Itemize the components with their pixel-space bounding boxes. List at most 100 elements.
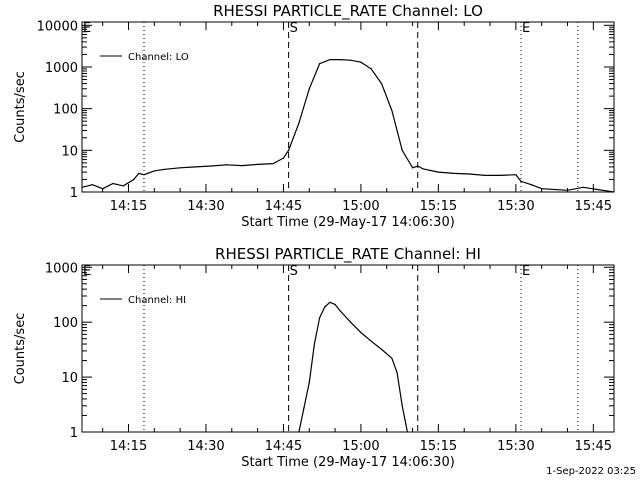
data-point [179,167,181,169]
data-point [453,172,455,174]
data-point [541,188,543,190]
data-point [520,180,522,182]
y-tick-label: 1 [70,426,78,441]
time-marker-label: E [522,264,530,279]
data-point [91,184,93,186]
data-point [360,61,362,63]
data-point [329,301,331,303]
data-point [515,174,517,176]
data-point [484,174,486,177]
x-tick-label: 14:45 [265,199,302,214]
data-point [195,166,197,168]
data-point [380,82,383,85]
data-point [411,167,414,169]
data-point [81,186,83,188]
y-tick-label: 10 [61,144,78,159]
data-point [349,59,352,61]
data-point [339,310,341,312]
data-point [308,88,310,90]
legend-label: Channel: HI [128,295,186,306]
x-tick-label: 14:30 [187,199,224,214]
data-point [329,59,331,61]
data-point [422,168,424,170]
chart-panel-2: RHESSI PARTICLE_RATE Channel: HI Start Ti… [13,245,615,470]
data-point [396,372,398,374]
data-point [226,164,228,166]
time-marker-label: E [83,21,91,36]
data-point [437,171,439,173]
x-tick-label: 15:00 [342,439,379,454]
data-point [499,174,501,177]
series-line [81,59,615,193]
data-point [417,165,419,167]
data-point [324,306,326,308]
x-tick-label: 14:15 [110,199,147,214]
time-marker-label: E [522,21,530,36]
data-point [339,59,341,61]
data-point [318,63,321,65]
y-tick-label: 10000 [37,19,78,34]
data-point [153,170,155,172]
x-tick-label: 15:30 [497,199,534,214]
data-point [282,157,285,159]
data-point [391,109,393,112]
y-axis-label: Counts/sec [13,313,28,385]
data-point [401,405,403,407]
data-point [613,191,615,193]
time-marker-label: S [290,21,298,36]
data-point [566,189,569,191]
y-tick-label: 1 [70,186,78,201]
series-line [298,301,408,433]
x-tick-label: 15:45 [575,439,612,454]
legend-label: Channel: LO [128,52,189,63]
x-tick-label: 15:15 [420,199,457,214]
data-point [241,165,243,167]
x-axis-label: Start Time (29-May-17 14:06:30) [241,215,455,230]
x-tick-label: 15:30 [497,439,534,454]
data-point [468,173,470,175]
y-tick-label: 1000 [45,261,78,276]
data-point [102,188,104,190]
data-point [133,178,135,181]
x-tick-label: 14:15 [110,439,147,454]
data-point [380,348,383,350]
chart-title: RHESSI PARTICLE_RATE Channel: HI [215,245,481,264]
plot-frame [81,21,615,193]
data-point [406,431,408,433]
data-point [370,340,372,342]
data-point [138,172,140,174]
data-point [334,303,336,306]
time-marker-label: S [290,264,298,279]
x-tick-label: 14:30 [187,439,224,454]
chart-panel-1: RHESSI PARTICLE_RATE Channel: LO Start Ti… [13,2,615,230]
data-point [318,317,321,319]
time-marker-label: E [83,264,91,279]
data-point [401,149,403,151]
y-tick-label: 1000 [45,61,78,76]
data-point [582,186,584,188]
chart-title: RHESSI PARTICLE_RATE Channel: LO [213,2,483,21]
x-tick-label: 15:15 [420,439,457,454]
timestamp-label: 1-Sep-2022 03:25 [546,466,636,477]
y-axis-label: Counts/sec [13,71,28,143]
data-point [308,381,310,384]
x-tick-label: 15:45 [575,199,612,214]
data-point [391,357,393,359]
data-point [143,174,145,176]
y-tick-label: 100 [53,316,78,331]
plot-frame [81,264,615,433]
data-point [122,185,124,187]
data-point [112,182,114,185]
data-point [210,165,212,167]
data-point [298,431,300,433]
x-tick-label: 14:45 [265,439,302,454]
data-point [288,149,290,151]
data-point [257,163,259,165]
x-axis-label: Start Time (29-May-17 14:06:30) [241,455,455,470]
x-tick-label: 15:00 [342,199,379,214]
data-point [272,163,274,165]
y-tick-label: 100 [53,103,78,118]
data-point [298,122,300,124]
data-point [530,184,532,186]
